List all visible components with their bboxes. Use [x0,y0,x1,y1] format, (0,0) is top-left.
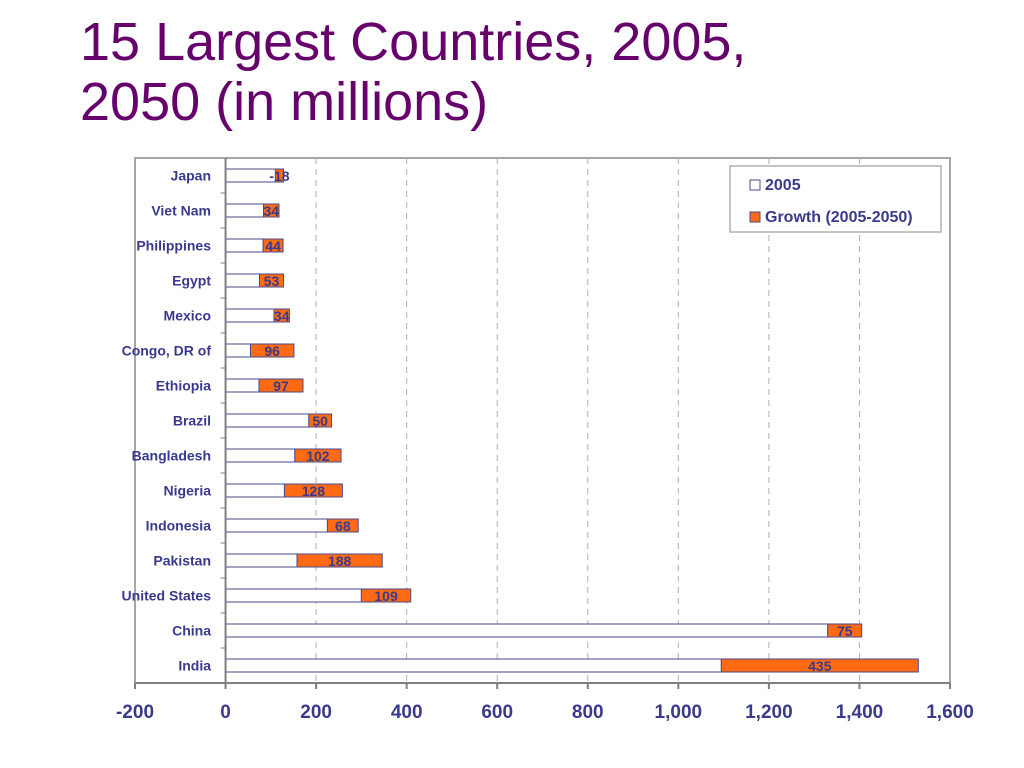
x-tick-label: 200 [300,702,332,723]
x-tick-label: 1,600 [926,702,974,723]
bar-growth [827,623,863,638]
category-label: United States [122,588,212,604]
x-tick-label: 800 [572,702,604,723]
category-label: Indonesia [146,518,212,534]
bar-2005 [225,413,310,428]
data-label: 102 [306,448,330,464]
data-label: 44 [265,238,281,254]
bar-2005 [225,238,264,253]
category-label: Philippines [136,238,211,254]
data-label: 34 [263,203,279,219]
category-label: Brazil [173,413,211,429]
slide-title-line-2: 2050 (in millions) [80,72,489,132]
data-label: 96 [264,343,280,359]
bar-growth [273,308,290,323]
bar-2005 [225,518,328,533]
bar-2005 [225,553,298,568]
category-label: Bangladesh [132,448,211,464]
data-label: -18 [269,168,289,184]
bar-2005 [225,308,275,323]
x-tick-label: 600 [481,702,513,723]
legend-label: 2005 [765,177,801,194]
category-label: Ethiopia [156,378,211,394]
bar-2005 [225,658,722,673]
bar-2005 [225,378,260,393]
bar-growth [296,553,383,568]
bar-growth [360,588,412,603]
data-label: 128 [302,483,326,499]
category-label: India [178,658,211,674]
bar-2005 [225,203,265,218]
bar-2005 [225,623,829,638]
legend-swatch [749,179,761,191]
bar-2005 [225,483,285,498]
slide-title-line-1: 15 Largest Countries, 2005, [80,12,747,72]
x-tick-label: 400 [391,702,423,723]
data-label: 109 [374,588,398,604]
data-label: 68 [335,518,351,534]
slide-title: 15 Largest Countries, 2005, 2050 (in mil… [80,12,1000,132]
category-label: Mexico [164,308,211,324]
bar-growth [720,658,919,673]
category-label: Egypt [172,273,211,289]
category-label: Nigeria [164,483,212,499]
data-label: 50 [312,413,328,429]
bar-growth [326,518,359,533]
data-label: 188 [328,553,352,569]
bar-growth [294,448,342,463]
bar-growth [308,413,333,428]
bar-2005 [225,273,261,288]
bar-growth [249,343,295,358]
legend-swatch [749,211,761,223]
bar-growth [259,273,285,288]
x-tick-label: 1,200 [745,702,793,723]
category-label: Viet Nam [151,203,211,219]
bar-growth [283,483,343,498]
legend-label: Growth (2005-2050) [765,209,913,226]
bar-growth [262,238,284,253]
x-tick-label: 1,000 [655,702,703,723]
data-label: 97 [273,378,289,394]
data-label: 53 [264,273,280,289]
bar-growth [274,168,285,183]
category-label: Congo, DR of [122,343,212,359]
bar-2005 [225,448,296,463]
data-label: 34 [274,308,290,324]
category-label: China [172,623,211,639]
bar-2005 [225,588,362,603]
x-tick-label: 0 [220,702,231,723]
x-tick-label: -200 [116,702,154,723]
bar-growth [258,378,304,393]
legend-box [729,165,942,233]
category-label: Japan [171,168,211,184]
data-label: 75 [837,623,853,639]
bar-growth [263,203,280,218]
x-tick-label: 1,400 [836,702,884,723]
data-label: 435 [808,658,832,674]
category-label: Pakistan [153,553,211,569]
bar-2005 [225,343,251,358]
